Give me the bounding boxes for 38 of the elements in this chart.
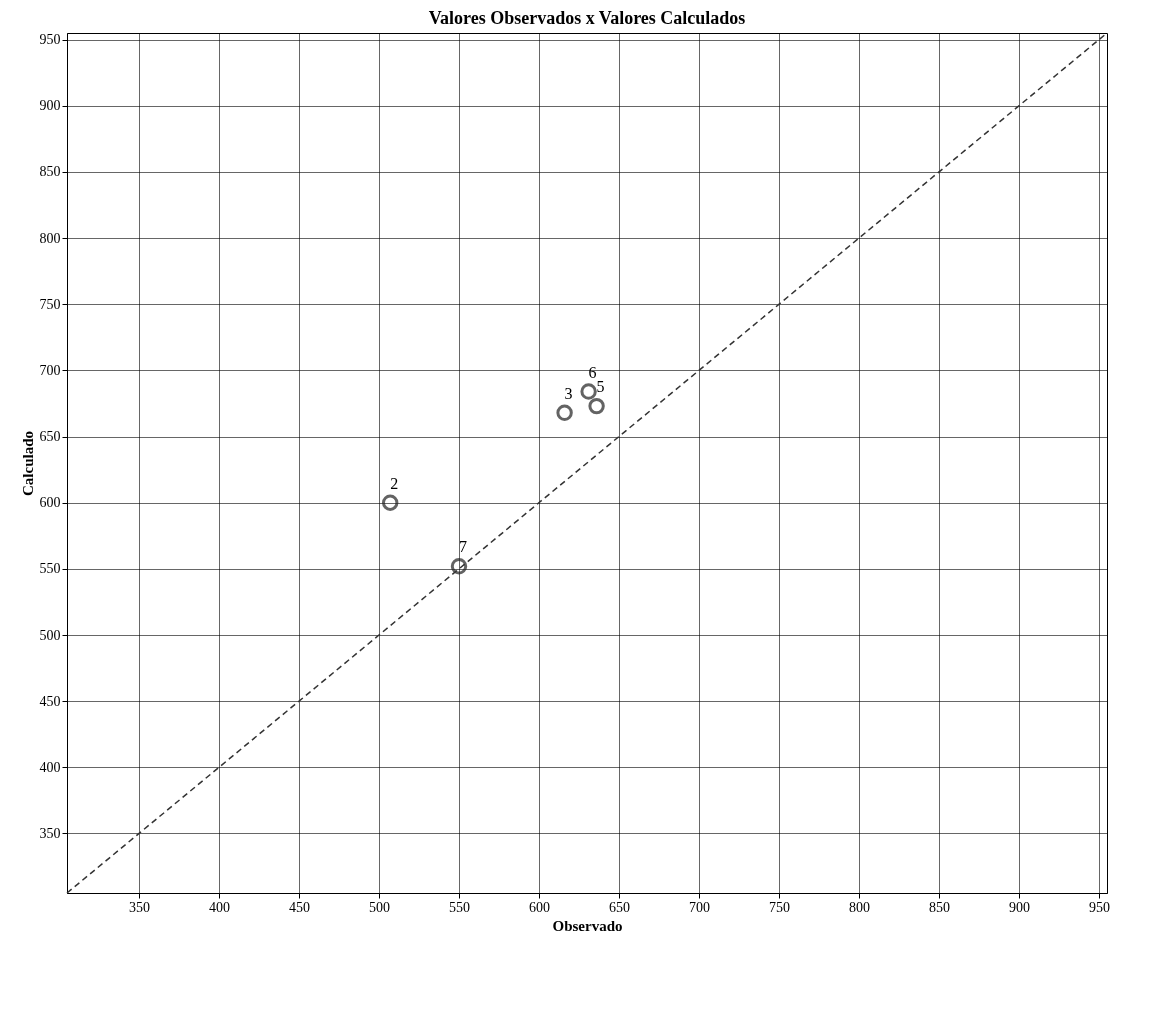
y-tick-label: 400: [39, 759, 61, 775]
x-tick-label: 800: [849, 899, 870, 915]
chart-title: Valores Observados x Valores Calculados: [428, 8, 746, 29]
x-tick-label: 500: [369, 899, 390, 915]
x-tick-label: 650: [609, 899, 630, 915]
x-axis-title: Observado: [552, 917, 623, 934]
x-tick-label: 600: [529, 899, 550, 915]
y-tick-label: 350: [39, 825, 61, 841]
y-tick-label: 650: [39, 429, 61, 445]
point: [450, 558, 468, 575]
y-tick-label: 900: [39, 98, 61, 114]
x-tick-label: 400: [209, 899, 230, 915]
point: [556, 404, 573, 421]
y-axis-title: Calculado: [19, 430, 36, 497]
y-tick-label: 600: [39, 495, 61, 511]
annotation: 7: [459, 538, 467, 556]
y-tick-label: 750: [39, 296, 61, 312]
x-tick-label: 900: [1009, 899, 1030, 915]
x-tick-label: 700: [689, 899, 710, 915]
point: [588, 397, 605, 415]
y-tick-label: 800: [39, 230, 61, 246]
x-tick-label: 950: [1089, 899, 1110, 915]
annotation: 2: [390, 474, 399, 492]
x-tick-label: 350: [129, 899, 150, 915]
y-tick-label: 500: [39, 627, 61, 643]
y-tick-label: 550: [39, 561, 61, 577]
point: [381, 494, 399, 511]
x-tick-label: 850: [929, 899, 950, 915]
annotation: 3: [564, 384, 573, 402]
y-tick-label: 700: [39, 362, 61, 378]
x-tick-label: 750: [769, 899, 790, 915]
y-tick-label: 850: [39, 164, 61, 180]
annotation: 5: [596, 378, 605, 396]
point: [580, 383, 597, 400]
x-tick-label: 450: [289, 899, 310, 915]
x-tick-label: 550: [449, 899, 470, 915]
y-tick-label: 450: [39, 693, 61, 709]
y-tick-label: 950: [39, 32, 61, 48]
